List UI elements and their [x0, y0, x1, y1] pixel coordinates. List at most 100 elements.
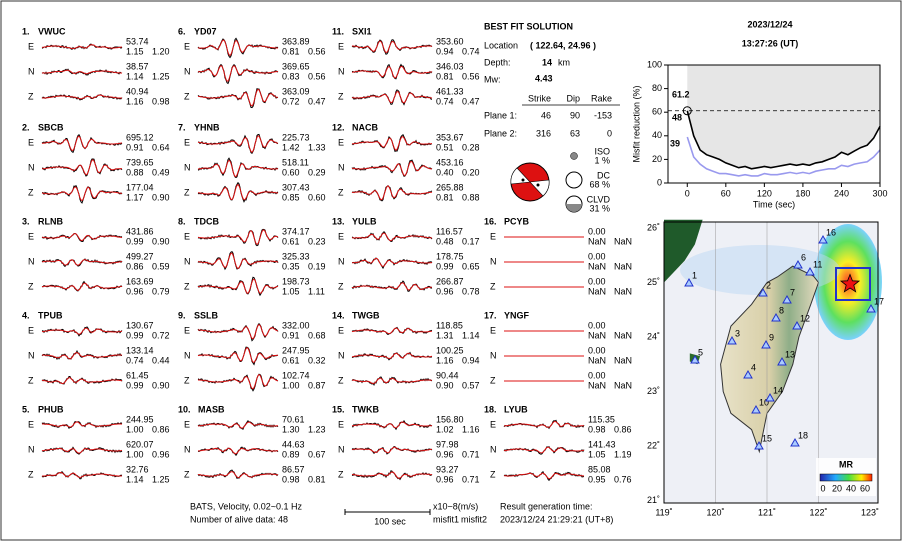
- misfit1: 0.86: [126, 261, 144, 271]
- synthetic-trace: [41, 377, 123, 384]
- date: 2023/12/24: [747, 19, 792, 29]
- amplitude: 363.09: [282, 86, 310, 96]
- amplitude: 499.27: [126, 251, 154, 261]
- component: N: [338, 350, 345, 360]
- station-name: TDCB: [194, 216, 219, 226]
- component: N: [338, 256, 345, 266]
- amplitude: 461.33: [436, 86, 464, 96]
- synthetic-trace: [504, 420, 584, 428]
- misfit2: 0.94: [462, 355, 480, 365]
- misfit1: NaN: [588, 261, 606, 271]
- shade: [687, 65, 880, 169]
- amplitude: 695.12: [126, 132, 154, 142]
- misfit2: 0.74: [462, 46, 480, 56]
- component: E: [184, 419, 190, 429]
- synthetic-trace: [197, 159, 279, 178]
- misfit2: 0.47: [462, 96, 480, 106]
- colorbar-tick: 60: [860, 483, 870, 493]
- component: Z: [184, 91, 190, 101]
- station-number: 7.: [178, 122, 186, 132]
- station-name: NACB: [352, 122, 378, 132]
- synthetic-trace: [197, 64, 279, 82]
- component: Z: [338, 187, 344, 197]
- synthetic-trace: [197, 183, 279, 201]
- annotation: 39: [670, 138, 680, 148]
- misfit1: 1.05: [588, 449, 606, 459]
- lat-label: 22˚: [647, 440, 660, 450]
- misfit1: NaN: [588, 355, 606, 365]
- epicenter-box: [835, 267, 871, 301]
- component: E: [28, 41, 34, 51]
- misfit1: 0.94: [436, 46, 454, 56]
- station-number: 12.: [332, 122, 345, 132]
- component: E: [338, 419, 344, 429]
- annotation: 61.2: [672, 89, 690, 99]
- misfit1: NaN: [588, 330, 606, 340]
- station-marker: [782, 294, 792, 304]
- station-marker: [818, 234, 828, 244]
- station-number: 18.: [484, 404, 497, 414]
- y-tick-label: 0: [657, 177, 662, 187]
- station-marker: [761, 339, 771, 349]
- misfit1: 1.02: [436, 424, 454, 434]
- synthetic-trace: [41, 159, 123, 176]
- amplitude: 86.57: [282, 464, 305, 474]
- misfit2: 0.71: [462, 449, 480, 459]
- taiwan: [720, 265, 820, 454]
- misfit2: NaN: [614, 236, 632, 246]
- misfit1: 0.96: [126, 286, 144, 296]
- amplitude: 177.04: [126, 182, 154, 192]
- lon-label: 123˚: [861, 507, 879, 517]
- component: E: [338, 137, 344, 147]
- misfit1: 0.74: [126, 355, 144, 365]
- station-name: VWUC: [38, 26, 66, 36]
- y-axis-label: Misfit reduction (%): [631, 85, 641, 162]
- station-marker: [790, 437, 800, 447]
- t-axis: [536, 183, 540, 187]
- amplitude: 133.14: [126, 345, 154, 355]
- column-header: Dip: [566, 93, 580, 103]
- synthetic-trace: [198, 447, 279, 455]
- misfit2: 0.44: [152, 355, 170, 365]
- misfit2: NaN: [614, 286, 632, 296]
- station-label: 13: [785, 349, 795, 359]
- amplitude: 130.67: [126, 320, 154, 330]
- station-label: 2: [766, 280, 771, 290]
- synthetic-trace: [197, 39, 278, 57]
- misfit1: 0.96: [436, 286, 454, 296]
- synthetic-trace: [197, 421, 279, 429]
- colorbar-tick: 20: [832, 483, 842, 493]
- station-marker: [765, 392, 775, 402]
- annotation: 48: [672, 112, 682, 122]
- misfit2: 0.86: [614, 424, 632, 434]
- misfit2: 0.87: [308, 380, 326, 390]
- component: Z: [28, 91, 34, 101]
- misfit1: NaN: [588, 380, 606, 390]
- y-tick-label: 20: [652, 154, 662, 164]
- synthetic-trace: [42, 94, 122, 100]
- station-label: 16: [826, 227, 836, 237]
- label: km: [558, 57, 570, 67]
- lat-label: 24˚: [647, 331, 660, 341]
- x-tick-label: 120: [757, 188, 772, 198]
- amplitude: 116.57: [436, 226, 463, 236]
- misfit2: 0.86: [152, 424, 170, 434]
- component: N: [184, 162, 191, 172]
- station-name: PHUB: [38, 404, 64, 414]
- station-marker: [792, 320, 802, 330]
- amplitude: 61.45: [126, 370, 149, 380]
- amplitude: 38.57: [126, 61, 149, 71]
- misfit2: 0.56: [462, 71, 480, 81]
- beachball-white: [510, 167, 550, 197]
- misfit1: 1.42: [282, 142, 300, 152]
- synthetic-trace: [41, 282, 123, 291]
- misfit1: 1.31: [436, 330, 454, 340]
- misfit1: 1.00: [126, 424, 144, 434]
- amplitude: 118.85: [436, 320, 463, 330]
- component: N: [28, 350, 35, 360]
- misfit2: 1.23: [308, 424, 326, 434]
- synthetic-trace: [351, 65, 433, 79]
- colorbar-tick: 40: [846, 483, 856, 493]
- synthetic-trace: [41, 69, 122, 75]
- synthetic-trace: [42, 421, 123, 428]
